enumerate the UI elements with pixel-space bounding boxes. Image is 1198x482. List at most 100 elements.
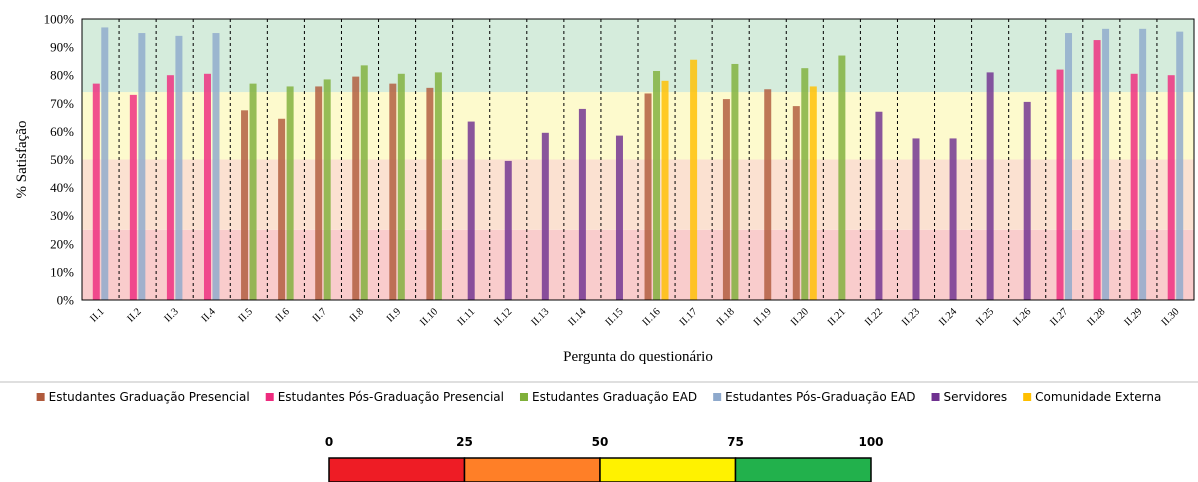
bar-II.29-s3 [1139,28,1147,301]
bar-II.30-s1 [1167,75,1175,300]
y-tick-label: 20% [50,236,74,251]
x-tick-label: II.21 [826,306,848,328]
bar-II.9-s0 [389,83,397,300]
x-tick-label: II.11 [456,306,478,328]
bars [92,27,1184,301]
bar-II.1-s1 [92,83,100,300]
bar-II.18-s2 [731,63,739,301]
bar-II.7-s0 [315,86,323,300]
bar-II.4-s3 [212,33,220,301]
bar-II.7-s2 [323,79,331,300]
scale-segment-1 [463,457,601,482]
scale-tick-label: 75 [727,435,744,449]
bar-II.27-s3 [1065,33,1073,301]
legend-swatch [713,393,722,401]
x-axis-title: Pergunta do questionário [563,349,713,365]
x-tick-label: II.10 [418,306,440,328]
category-separators [118,19,1158,300]
x-tick-labels: II.1 II.2 II.3 II.4 II.5 II.6 II.7 II.8 II.9 II.1… [88,306,1181,329]
bar-II.27-s1 [1056,69,1064,300]
bar-II.28-s3 [1102,28,1110,301]
bar-II.18-s0 [722,99,730,301]
legend-item: Estudantes Pós-Graduação Presencial [265,390,504,404]
bar-II.20-s2 [801,68,809,300]
bar-II.16-s0 [644,93,652,300]
x-tick-label: II.16 [641,306,663,328]
bar-II.16-s2 [653,70,661,300]
bar-II.24-s4 [949,138,957,300]
legend-swatch [1023,393,1032,401]
x-tick-label: II.29 [1123,306,1145,328]
x-tick-label: II.28 [1085,306,1107,328]
x-tick-label: II.7 [311,306,329,324]
legend-label: Servidores [944,390,1008,404]
scale-segment-0 [328,457,466,482]
x-tick-label: II.30 [1160,306,1182,328]
x-tick-label: II.4 [200,306,219,325]
legend: Estudantes Graduação Presencial Estudante… [36,390,1161,404]
bar-II.14-s4 [578,108,586,300]
legend-swatch [36,393,45,401]
bar-II.9-s2 [397,73,405,300]
legend-item: Estudantes Pós-Graduação EAD [713,390,916,404]
y-tick-label: 10% [50,264,74,279]
x-tick-label: II.20 [789,306,811,328]
legend-label: Estudantes Pós-Graduação Presencial [278,390,504,404]
legend-item: Estudantes Graduação EAD [519,390,697,404]
bar-II.3-s1 [166,75,174,300]
y-tick-label: 0% [57,293,75,308]
x-tick-label: II.25 [974,306,996,328]
x-tick-label: II.17 [678,306,700,328]
bar-II.25-s4 [986,72,994,300]
legend-label: Estudantes Pós-Graduação EAD [725,390,915,404]
legend-swatch [265,393,274,401]
bar-II.26-s4 [1023,101,1031,301]
x-tick-label: II.3 [162,306,180,324]
bar-II.6-s2 [286,86,294,300]
x-tick-label: II.22 [863,306,885,328]
bar-II.10-s2 [434,72,442,300]
x-tick-label: II.27 [1048,306,1070,328]
x-tick-label: II.9 [385,306,403,324]
y-tick-label: 30% [50,208,74,223]
bar-II.16-s5 [661,80,669,300]
bar-II.5-s0 [241,110,249,300]
bar-II.23-s4 [912,138,920,300]
y-tick-label: 40% [50,180,74,195]
x-tick-label: II.12 [492,306,514,328]
bar-II.30-s3 [1176,31,1184,301]
bar-II.1-s3 [101,27,109,301]
bar-II.2-s1 [129,94,137,301]
bar-II.22-s4 [875,111,883,300]
y-tick-label: 80% [50,68,74,83]
legend-label: Estudantes Graduação EAD [532,390,697,404]
bar-II.21-s2 [838,55,846,300]
bar-II.8-s0 [352,76,360,300]
bar-II.10-s0 [426,87,434,300]
legend-swatch [519,393,528,401]
plot-frame [81,18,1195,301]
x-tick-label: II.6 [274,306,292,324]
scale-tick-label: 0 [325,435,333,449]
x-tick-label: II.23 [900,306,922,328]
bar-II.6-s0 [278,118,286,300]
bar-II.15-s4 [615,135,623,300]
scale-tick-label: 100 [858,435,883,449]
bar-II.29-s1 [1130,73,1138,300]
legend-item: Estudantes Graduação Presencial [36,390,250,404]
x-tick-label: II.5 [237,306,255,324]
x-tick-label: II.24 [937,306,960,329]
legend-item: Comunidade Externa [1023,390,1161,404]
bar-II.2-s3 [138,33,146,301]
y-tick-labels: 0% 10% 20% 30% 40% 50% 60% 70% 80% 90% 100% [44,12,75,308]
bar-II.20-s5 [809,86,817,300]
x-tick-label: II.15 [604,306,626,328]
x-tick-label: II.19 [752,306,774,328]
bar-II.5-s2 [249,83,257,300]
bar-II.20-s0 [792,106,800,300]
scale-segment-2 [599,457,737,482]
y-tick-label: 50% [50,152,74,167]
scale-tick-label: 25 [456,435,473,449]
bar-II.17-s5 [690,59,698,301]
